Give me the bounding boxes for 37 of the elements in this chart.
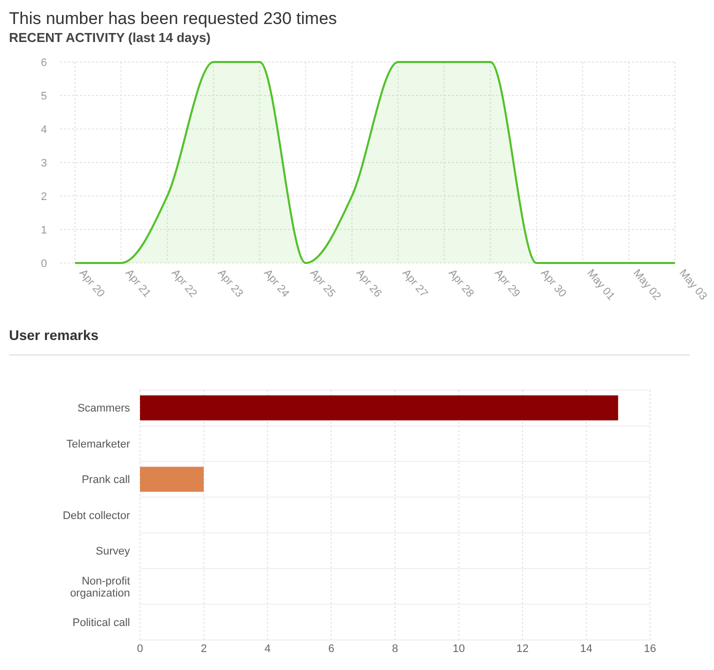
x-tick-label: 2 [200, 643, 207, 655]
y-tick-label: Telemarketer [66, 438, 130, 450]
x-tick-label: Apr 23 [215, 267, 246, 300]
x-tick-label: Apr 22 [169, 267, 200, 300]
x-tick-label: 4 [264, 643, 271, 655]
y-tick-label: Prank call [82, 474, 130, 486]
chart-title: This number has been requested 230 times [9, 9, 337, 28]
y-tick-label: Political call [72, 616, 130, 629]
x-tick-label: Apr 21 [122, 267, 153, 300]
x-tick-label: Apr 29 [492, 267, 522, 300]
y-tick-label: Non-profit organization [70, 575, 130, 600]
x-tick-label: 0 [136, 643, 144, 655]
y-tick-label: 4 [40, 124, 47, 136]
y-tick-label: Debt collector [62, 510, 130, 522]
x-tick-label: Apr 28 [446, 267, 476, 300]
x-tick-label: Apr 30 [538, 267, 568, 300]
y-tick-label: 3 [40, 157, 47, 170]
x-tick-label: 12 [516, 643, 529, 655]
x-tick-label: Apr 25 [307, 267, 338, 300]
y-tick-label: 6 [40, 56, 47, 69]
x-tick-label: 6 [328, 643, 334, 655]
x-tick-label: 8 [392, 643, 398, 655]
x-tick-label: Apr 26 [354, 267, 384, 300]
y-tick-label: Survey [96, 546, 130, 558]
x-tick-label: Apr 27 [400, 267, 430, 300]
x-tick-label: Apr 20 [76, 267, 107, 300]
y-tick-label: Scammers [77, 402, 130, 415]
x-tick-label: 10 [452, 643, 465, 655]
chart-title: User remarks [9, 327, 99, 343]
x-tick-label: Apr 24 [261, 267, 292, 300]
y-tick-label: 2 [40, 190, 47, 203]
x-tick-label: 16 [644, 643, 656, 655]
y-tick-label: 5 [40, 90, 47, 102]
y-tick-label: 1 [40, 224, 47, 236]
y-tick-label: 0 [40, 258, 47, 270]
x-tick-label: 14 [580, 643, 592, 655]
chart-subtitle: RECENT ACTIVITY (last 14 days) [9, 30, 211, 45]
